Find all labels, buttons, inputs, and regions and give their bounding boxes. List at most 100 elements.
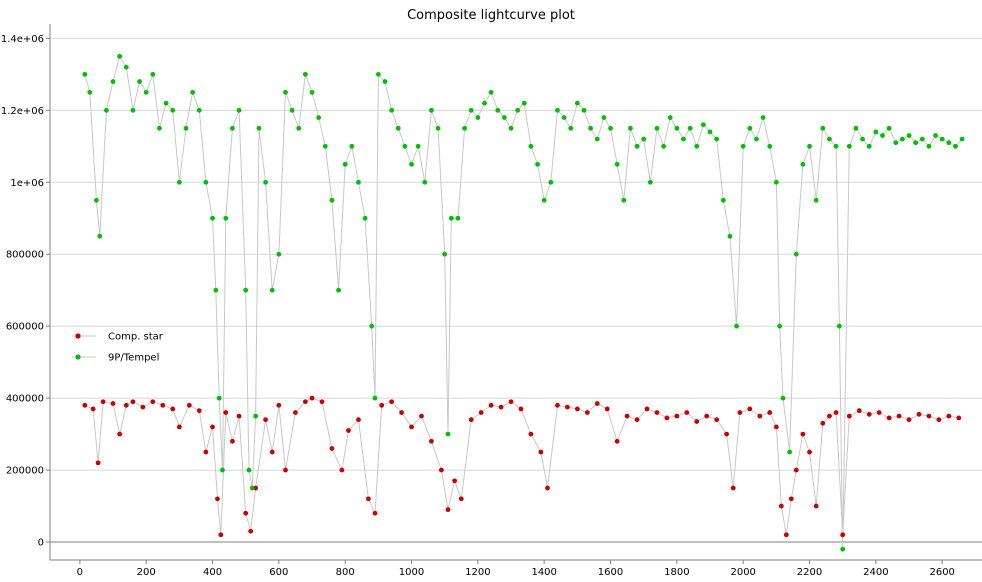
data-point-series-2 xyxy=(588,125,594,131)
y-tick-label: 800000 xyxy=(6,250,44,261)
x-tick-label: 2200 xyxy=(797,567,822,578)
x-tick-label: 2600 xyxy=(929,567,954,578)
data-point-series-2 xyxy=(508,125,514,131)
data-point-series-2 xyxy=(681,136,686,142)
data-point-series-2 xyxy=(740,143,746,149)
data-point-series-2 xyxy=(442,251,448,257)
data-point-series-1 xyxy=(916,411,922,417)
data-point-series-2 xyxy=(190,89,196,95)
data-point-series-2 xyxy=(362,215,368,221)
data-point-series-2 xyxy=(230,125,235,131)
data-point-series-2 xyxy=(110,79,116,84)
data-point-series-2 xyxy=(329,197,335,203)
data-point-series-1 xyxy=(438,467,444,473)
data-point-series-1 xyxy=(730,485,736,491)
data-point-series-2 xyxy=(581,107,587,113)
data-point-series-2 xyxy=(213,287,219,293)
data-point-series-2 xyxy=(488,89,494,95)
data-point-series-2 xyxy=(302,71,308,77)
data-point-series-2 xyxy=(720,197,726,203)
data-point-series-1 xyxy=(458,496,464,502)
data-point-series-1 xyxy=(498,404,504,410)
data-point-series-1 xyxy=(95,460,101,466)
y-tick-label: 1.2e+06 xyxy=(1,106,44,117)
data-point-series-1 xyxy=(634,417,640,423)
x-tick-label: 2400 xyxy=(863,567,888,578)
data-point-series-2 xyxy=(608,125,613,131)
data-point-series-2 xyxy=(501,115,507,120)
data-point-series-1 xyxy=(478,410,484,415)
data-point-series-1 xyxy=(283,467,288,473)
data-point-series-2 xyxy=(700,122,706,128)
data-point-series-2 xyxy=(939,136,945,142)
data-point-series-1 xyxy=(747,406,753,412)
data-point-series-1 xyxy=(876,410,882,415)
data-point-series-1 xyxy=(614,438,620,444)
series-line-1 xyxy=(84,397,959,535)
data-point-series-2 xyxy=(130,107,136,113)
data-point-series-2 xyxy=(634,143,640,149)
data-point-series-2 xyxy=(382,79,388,84)
data-point-series-2 xyxy=(601,115,607,120)
x-tick-label: 0 xyxy=(77,567,83,578)
data-point-series-1 xyxy=(263,417,268,423)
data-point-series-2 xyxy=(594,136,600,142)
data-point-series-2 xyxy=(203,179,209,185)
data-point-series-2 xyxy=(773,179,779,185)
data-point-series-1 xyxy=(210,424,215,430)
data-point-series-1 xyxy=(366,496,371,502)
data-point-series-1 xyxy=(936,417,942,423)
data-point-series-2 xyxy=(780,395,786,401)
data-point-series-1 xyxy=(545,485,550,491)
data-point-series-1 xyxy=(468,417,474,423)
data-point-series-2 xyxy=(667,115,673,120)
data-point-series-2 xyxy=(836,323,842,329)
data-point-series-2 xyxy=(555,107,560,113)
data-point-series-1 xyxy=(150,399,156,405)
y-tick-label: 0 xyxy=(38,538,44,549)
data-point-series-1 xyxy=(82,402,88,408)
data-point-series-1 xyxy=(339,467,345,473)
data-point-series-2 xyxy=(482,100,487,106)
data-point-series-2 xyxy=(389,107,395,113)
data-point-series-2 xyxy=(846,143,852,149)
data-point-series-2 xyxy=(654,125,660,131)
data-point-series-1 xyxy=(684,410,690,415)
data-point-series-2 xyxy=(833,143,839,149)
x-tick-label: 1200 xyxy=(465,567,490,578)
data-point-series-2 xyxy=(429,107,434,113)
data-point-series-1 xyxy=(840,532,846,538)
data-point-series-1 xyxy=(140,404,146,410)
data-point-series-1 xyxy=(90,406,96,412)
data-point-series-2 xyxy=(372,395,378,401)
data-point-series-1 xyxy=(215,496,220,502)
data-point-series-1 xyxy=(117,431,123,437)
data-point-series-1 xyxy=(538,449,544,455)
data-point-series-1 xyxy=(906,417,912,423)
data-point-series-1 xyxy=(508,399,514,405)
data-point-series-2 xyxy=(674,125,680,131)
x-tick-label: 1000 xyxy=(399,567,424,578)
data-point-series-1 xyxy=(767,410,773,415)
data-point-series-1 xyxy=(807,449,812,455)
data-point-series-2 xyxy=(137,79,142,84)
data-point-series-2 xyxy=(143,89,149,95)
data-point-series-1 xyxy=(574,406,580,412)
data-point-series-2 xyxy=(468,107,474,113)
data-point-series-1 xyxy=(409,424,414,430)
data-point-series-2 xyxy=(561,115,567,120)
data-point-series-1 xyxy=(555,402,560,408)
data-point-series-2 xyxy=(880,133,885,138)
x-tick-label: 200 xyxy=(137,567,156,578)
data-point-series-1 xyxy=(329,446,335,451)
data-point-series-2 xyxy=(621,197,627,203)
data-point-series-2 xyxy=(528,143,534,149)
data-point-series-2 xyxy=(402,143,408,149)
data-point-series-2 xyxy=(687,125,693,131)
data-point-series-2 xyxy=(953,143,958,149)
data-point-series-2 xyxy=(289,107,295,113)
data-point-series-2 xyxy=(409,161,414,167)
data-point-series-2 xyxy=(223,215,229,221)
